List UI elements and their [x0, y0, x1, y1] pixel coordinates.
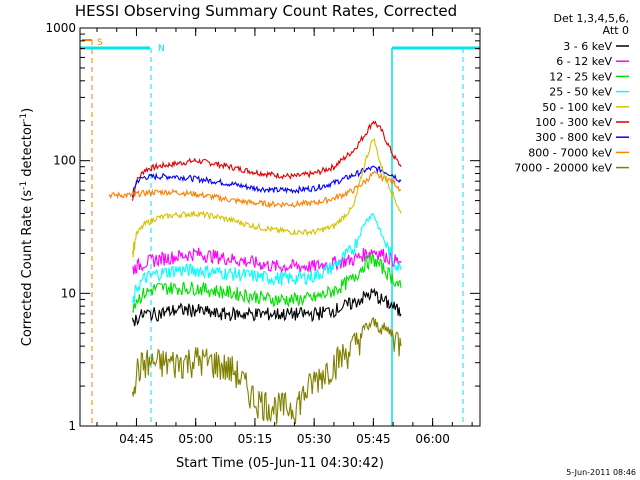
x-tick-label: 04:45	[119, 432, 154, 446]
chart-title: HESSI Observing Summary Count Rates, Cor…	[75, 2, 457, 20]
saa-label: S	[97, 38, 103, 48]
series-line-5	[132, 247, 402, 275]
legend-label: 800 - 7000 keV	[528, 146, 612, 159]
x-tick-label: 05:15	[238, 432, 273, 446]
legend-label: 6 - 12 keV	[556, 55, 612, 68]
y-tick-label: 1000	[45, 21, 76, 35]
legend-label: 300 - 800 keV	[535, 131, 612, 144]
y-tick-label: 1	[68, 419, 76, 433]
x-tick-label: 06:00	[415, 432, 450, 446]
night-label: N	[158, 44, 165, 54]
plot-frame	[79, 27, 481, 427]
legend-label: 100 - 300 keV	[535, 116, 612, 129]
legend-label: 25 - 50 keV	[549, 86, 612, 99]
series-line-9	[131, 316, 402, 425]
x-tick-label: 05:45	[356, 432, 391, 446]
legend: Det 1,3,4,5,6,Att 0 3 - 6 keV 6 - 12 keV 12…	[514, 12, 629, 175]
legend-header-line: Det 1,3,4,5,6,	[553, 12, 629, 25]
series-line-4	[131, 137, 402, 258]
x-axis-label: Start Time (05-Jun-11 04:30:42)	[176, 456, 384, 471]
legend-label: 7000 - 20000 keV	[514, 162, 612, 175]
series-line-8	[131, 287, 402, 327]
legend-label: 50 - 100 keV	[542, 101, 612, 114]
series-layer	[108, 120, 402, 425]
legend-header-line: Att 0	[603, 24, 629, 37]
y-tick-label: 100	[53, 154, 76, 168]
y-axis: 1 10 100 1000	[45, 21, 480, 433]
x-tick-label: 05:00	[178, 432, 213, 446]
legend-label: 12 - 25 keV	[549, 70, 612, 83]
x-axis: 04:45 05:00 05:15 05:30 05:45 06:00	[96, 28, 473, 446]
y-tick-label: 10	[61, 286, 76, 300]
y-axis-label: Corrected Count Rate (s-1 detector-1)	[19, 108, 35, 346]
legend-label: 3 - 6 keV	[563, 40, 612, 53]
series-line-1	[131, 120, 402, 201]
series-line-7	[132, 252, 402, 314]
series-line-3	[108, 170, 402, 209]
timestamp-label: 5-Jun-2011 08:46	[566, 468, 636, 477]
x-tick-label: 05:30	[297, 432, 332, 446]
series-line-6	[131, 213, 402, 304]
series-line-2	[131, 165, 402, 198]
